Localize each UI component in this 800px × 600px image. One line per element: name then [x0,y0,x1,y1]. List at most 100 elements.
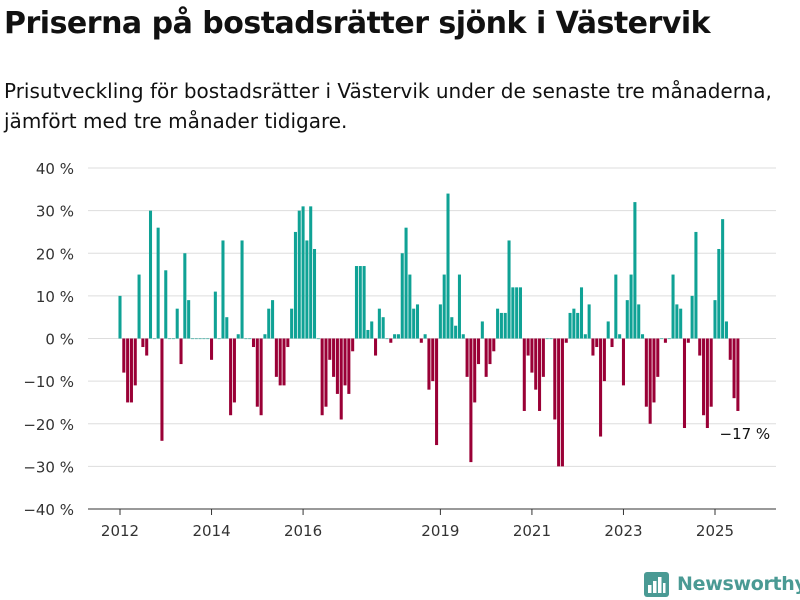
bar [213,291,217,339]
bar [179,338,183,365]
bar [240,240,244,339]
bar [400,253,404,339]
bar [694,231,698,339]
bar [587,304,591,339]
y-tick-label: −20 % [23,416,74,434]
bar [381,317,385,339]
bar [530,338,534,373]
bar [377,308,381,339]
bar [168,338,172,340]
bar [328,338,332,360]
bar [477,338,481,365]
annotations: −17 % [720,425,771,443]
bar [728,338,732,360]
bar [396,334,400,339]
bar [370,321,374,339]
bar [480,321,484,339]
bar [686,338,690,343]
bar [362,266,366,339]
bar [564,338,568,343]
bar [618,334,622,339]
bar [667,338,671,340]
bar [591,338,595,356]
bar [156,227,160,339]
bar [633,202,637,339]
bar [332,338,336,377]
bar [160,338,164,441]
bar [122,338,126,373]
bar [271,300,275,339]
bar [671,274,675,339]
bar [404,227,408,339]
bar [301,206,305,339]
bar [515,287,519,339]
bar [286,338,290,348]
bar [129,338,133,403]
bar [614,274,618,339]
bar [316,338,320,340]
bar [579,287,584,339]
bar [465,338,469,377]
bar [526,338,530,356]
chart-subtitle: Prisutveckling för bostadsrätter i Väste… [4,79,772,133]
x-tick-label: 2025 [696,522,734,540]
bar [641,334,645,339]
bar [499,312,503,339]
bar [713,300,717,339]
bar [492,338,496,352]
bar [210,338,214,360]
bar [721,219,725,339]
bar [553,338,557,420]
bar [236,334,240,339]
bar [335,338,339,394]
data-label: −17 % [720,425,771,443]
bar [473,338,477,403]
bar [518,287,523,339]
bar [545,338,549,340]
bar [137,274,141,339]
bar [393,334,397,339]
bar [538,338,542,411]
bar [408,274,412,339]
bar [171,338,175,340]
bar [717,248,721,339]
bar [709,338,713,407]
bar [557,338,561,467]
bar [583,334,587,339]
y-tick-label: 10 % [36,288,74,306]
bar [343,338,347,386]
bar [244,338,248,340]
bar [560,338,564,467]
bar [183,253,187,339]
chart-title: Priserna på bostadsrätter sjönk i Väster… [4,6,711,41]
bar [187,300,191,339]
bar [290,308,294,339]
bar [126,338,130,403]
bar [457,274,461,339]
y-tick-label: 20 % [36,245,74,263]
bar [423,334,427,339]
bar [141,338,145,348]
bar [702,338,706,416]
bar [724,321,728,339]
bar [248,338,252,340]
bar [259,338,263,416]
bar [164,270,168,339]
bar [190,338,194,340]
bar [690,295,694,339]
bar [606,321,610,339]
bar [625,300,629,339]
x-tick-label: 2014 [192,522,230,540]
bar [274,338,278,377]
bar [202,338,206,340]
bar [652,338,656,403]
bar [732,338,736,399]
bar [194,338,198,340]
bar [278,338,282,386]
bar [312,248,317,339]
bar [637,304,641,339]
bar [660,338,664,340]
bar [496,308,500,339]
bar [576,312,580,339]
bar [175,308,179,339]
